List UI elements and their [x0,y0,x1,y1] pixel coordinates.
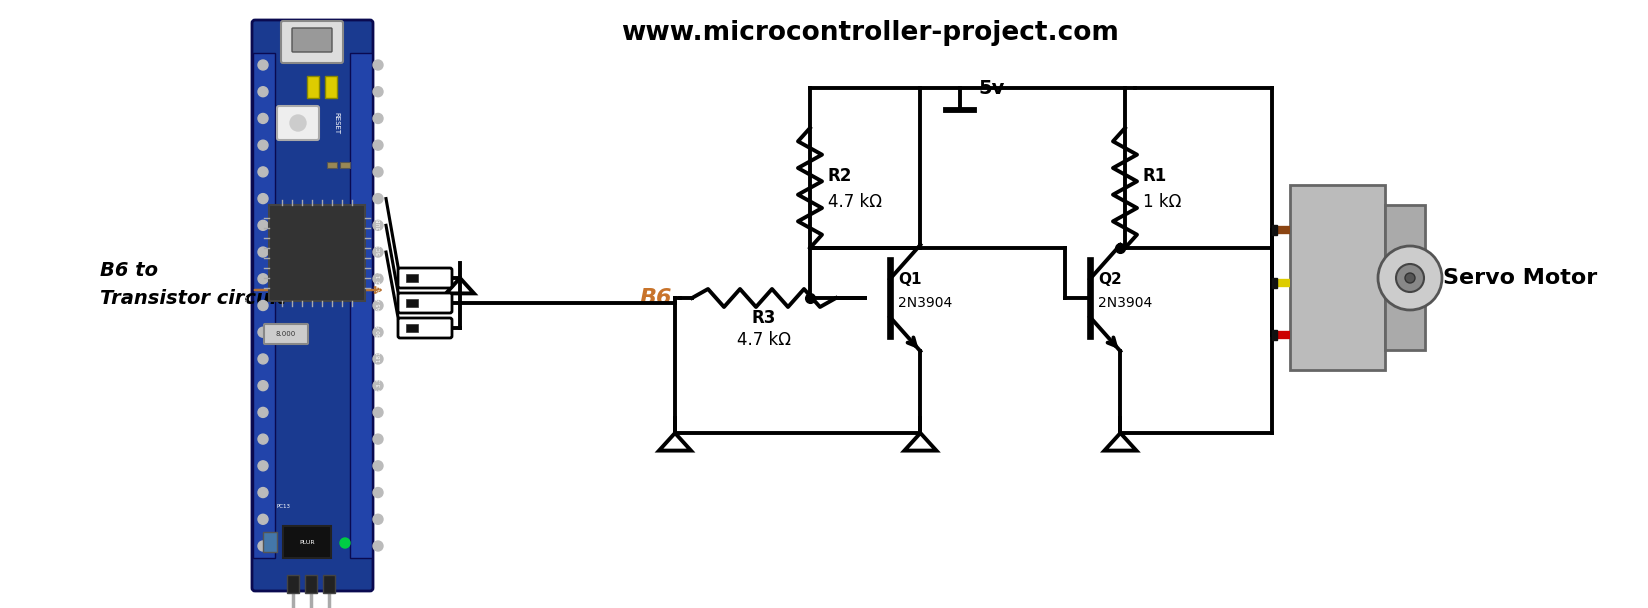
Circle shape [259,461,269,471]
Circle shape [259,220,269,230]
Bar [349,53,372,558]
Text: 5v: 5v [977,78,1004,97]
Bar [326,162,336,168]
Circle shape [259,167,269,177]
FancyBboxPatch shape [399,293,452,313]
Bar [269,205,364,301]
Text: 8.000: 8.000 [275,331,297,337]
Circle shape [259,407,269,417]
Text: G 3.3 R B1 1B1 0B1 B0 A7 A6 A5 A4 A3 2 1 A 0C1 5C1 4C1 3UB: G 3.3 R B1 1B1 0B1 B0 A7 A6 A5 A4 A3 2 1… [377,219,382,393]
Text: Servo Motor: Servo Motor [1444,268,1597,288]
Circle shape [259,140,269,150]
Bar [283,526,331,558]
Circle shape [372,87,382,97]
Bar [325,76,336,98]
Circle shape [372,407,382,417]
Circle shape [259,488,269,497]
Circle shape [372,274,382,284]
Bar [287,575,298,593]
Text: 2N3904: 2N3904 [1098,296,1152,310]
Circle shape [1396,264,1424,292]
Circle shape [372,193,382,204]
Bar [323,575,335,593]
Circle shape [372,114,382,123]
FancyBboxPatch shape [399,268,452,288]
Circle shape [1406,273,1416,283]
Circle shape [259,514,269,524]
Circle shape [259,434,269,444]
Bar [405,299,419,307]
Circle shape [372,381,382,391]
Circle shape [372,514,382,524]
Circle shape [290,115,307,131]
Bar [1272,225,1277,235]
Circle shape [1378,246,1442,310]
Circle shape [259,114,269,123]
Text: 4.7 kΩ: 4.7 kΩ [827,193,882,211]
Circle shape [372,327,382,337]
Circle shape [372,247,382,257]
Text: B6 to: B6 to [101,260,158,280]
Bar [405,274,419,282]
Circle shape [372,60,382,70]
Circle shape [372,167,382,177]
Circle shape [372,300,382,311]
Circle shape [372,434,382,444]
Circle shape [339,538,349,548]
Text: B1 2B1 3B1 4B1 5A8 A9 A10 1A1 2A1 3B3 4B3 B4 5B4 A3 B7 8B7 B8 9B8 B9: B1 2B1 3B1 4B1 5A8 A9 A10 1A1 2A1 3B3 4B… [244,201,249,411]
Text: PC13: PC13 [277,503,292,508]
FancyBboxPatch shape [252,20,372,591]
Circle shape [259,60,269,70]
Text: PLUR: PLUR [300,539,315,545]
Text: 2N3904: 2N3904 [898,296,953,310]
Circle shape [372,541,382,551]
Bar [1290,185,1384,370]
Bar [339,162,349,168]
Text: RESET: RESET [333,112,339,134]
FancyBboxPatch shape [399,318,452,338]
Text: R3: R3 [751,309,776,327]
Text: Q1: Q1 [898,272,921,288]
Text: B6: B6 [639,288,672,308]
Text: Transistor circuit: Transistor circuit [101,289,285,308]
Circle shape [259,274,269,284]
Circle shape [372,354,382,364]
Circle shape [259,247,269,257]
Bar [254,53,275,558]
Circle shape [259,300,269,311]
FancyBboxPatch shape [264,324,308,344]
Text: R1: R1 [1144,167,1167,185]
Circle shape [372,461,382,471]
Circle shape [259,193,269,204]
Circle shape [259,87,269,97]
FancyBboxPatch shape [292,28,331,52]
Bar [1272,330,1277,340]
Bar [305,575,316,593]
Text: Q2: Q2 [1098,272,1122,288]
Circle shape [259,541,269,551]
Circle shape [372,488,382,497]
Bar [1272,278,1277,288]
Circle shape [259,327,269,337]
Text: R2: R2 [827,167,852,185]
Bar [307,76,320,98]
Bar [264,532,277,552]
Circle shape [372,140,382,150]
Bar [1384,205,1426,350]
Circle shape [259,354,269,364]
Circle shape [259,381,269,391]
FancyBboxPatch shape [282,21,343,63]
FancyBboxPatch shape [277,106,320,140]
Text: www.microcontroller-project.com: www.microcontroller-project.com [621,20,1119,46]
Bar [405,324,419,332]
Circle shape [372,220,382,230]
Text: 4.7 kΩ: 4.7 kΩ [737,331,791,349]
Text: 1 kΩ: 1 kΩ [1144,193,1182,211]
